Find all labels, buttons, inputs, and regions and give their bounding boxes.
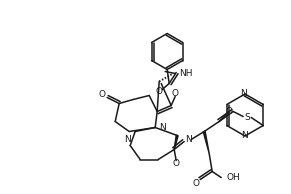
Text: OH: OH [226, 173, 240, 182]
Text: N: N [185, 135, 191, 144]
Text: O: O [193, 179, 200, 188]
Text: O: O [172, 89, 179, 98]
Polygon shape [174, 135, 178, 150]
Text: S: S [244, 113, 250, 122]
Text: NH: NH [179, 69, 193, 78]
Text: O: O [226, 107, 233, 116]
Text: N: N [124, 135, 131, 144]
Text: N: N [159, 123, 166, 132]
Text: N: N [242, 132, 249, 140]
Text: O: O [173, 159, 180, 168]
Polygon shape [203, 131, 209, 153]
Text: O: O [99, 90, 106, 99]
Text: N: N [241, 89, 247, 99]
Text: O: O [156, 87, 163, 96]
